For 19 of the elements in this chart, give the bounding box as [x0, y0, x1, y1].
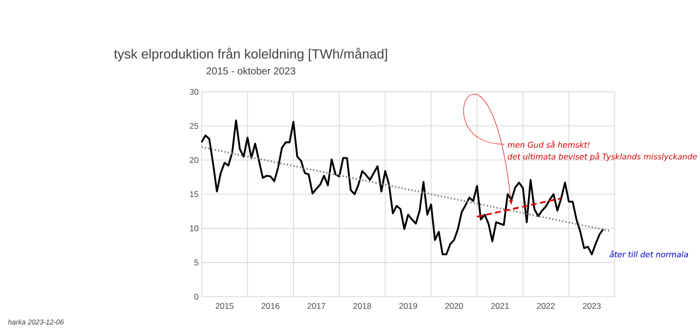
y-tick-label: 25 — [190, 122, 198, 129]
line-series — [200, 120, 604, 256]
x-tick-label: 2020 — [445, 302, 464, 309]
y-tick-label: 10 — [190, 225, 198, 232]
x-tick-label: 2015 — [216, 302, 234, 309]
y-tick-label: 0 — [194, 294, 198, 300]
y-tick-label: 5 — [194, 260, 198, 266]
x-tick-label: 2018 — [353, 302, 372, 309]
chart-title: tysk elproduktion från koleldning [TWh/månad] — [114, 48, 387, 62]
chart-subtitle: 2015 - oktober 2023 — [206, 67, 296, 74]
y-tick-label: 20 — [190, 157, 198, 164]
x-tick-label: 2021 — [491, 302, 509, 309]
x-tick-label: 2023 — [582, 302, 601, 309]
x-tick-label: 2022 — [537, 302, 555, 309]
x-tick-label: 2016 — [262, 302, 280, 309]
x-tick-label: 2017 — [308, 302, 326, 309]
x-tick-label: 2019 — [399, 302, 418, 309]
y-tick-label: 30 — [190, 88, 198, 95]
y-tick-label: 15 — [190, 191, 198, 198]
